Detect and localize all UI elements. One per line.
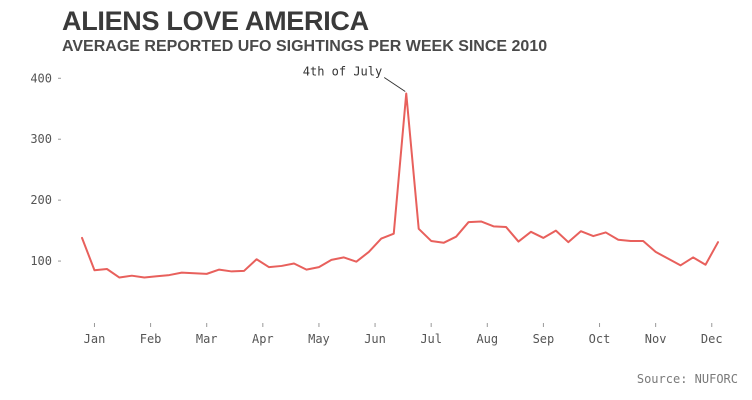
y-axis: 100 200 300 400 [30, 71, 61, 268]
data-point [355, 261, 357, 263]
data-point [81, 237, 83, 239]
data-point [131, 275, 133, 277]
data-point [156, 275, 158, 277]
data-point [592, 235, 594, 237]
y-tick-label: 400 [30, 71, 52, 85]
data-point [505, 226, 507, 228]
series-layer [81, 92, 719, 279]
data-point [480, 220, 482, 222]
data-point [405, 93, 407, 95]
data-point [293, 263, 295, 265]
data-point [642, 240, 644, 242]
data-point [542, 237, 544, 239]
data-point [330, 259, 332, 261]
data-point [493, 225, 495, 227]
data-point [380, 238, 382, 240]
data-point [430, 240, 432, 242]
data-point [343, 256, 345, 258]
data-point [168, 274, 170, 276]
data-point [305, 269, 307, 271]
data-point [580, 230, 582, 232]
annotation-layer: 4th of July [303, 65, 406, 92]
series-line [81, 92, 719, 279]
data-point [393, 233, 395, 235]
x-tick-label: May [308, 332, 330, 346]
x-tick-label: Nov [645, 332, 667, 346]
data-point [630, 240, 632, 242]
data-point [443, 242, 445, 244]
data-point [717, 241, 719, 243]
data-point [231, 270, 233, 272]
data-point [206, 273, 208, 275]
x-tick-label: Mar [196, 332, 218, 346]
x-tick-label: Jul [420, 332, 442, 346]
data-point [517, 241, 519, 243]
points-layer [81, 93, 719, 279]
data-point [268, 266, 270, 268]
x-tick-label: Apr [252, 332, 274, 346]
data-point [667, 258, 669, 260]
data-point [680, 264, 682, 266]
data-point [193, 272, 195, 274]
x-tick-label: Dec [701, 332, 723, 346]
data-point [256, 258, 258, 260]
chart-subtitle: AVERAGE REPORTED UFO SIGHTINGS PER WEEK … [62, 38, 548, 55]
y-tick-label: 200 [30, 193, 52, 207]
data-point [455, 236, 457, 238]
data-point [605, 231, 607, 233]
data-point [243, 270, 245, 272]
chart-title: ALIENS LOVE AMERICA [62, 6, 369, 36]
data-point [118, 277, 120, 279]
y-tick-label: 300 [30, 132, 52, 146]
data-point [218, 269, 220, 271]
data-point [617, 239, 619, 241]
source-note: Source: NUFORC [636, 372, 738, 386]
data-point [318, 266, 320, 268]
data-point [655, 251, 657, 253]
data-point [705, 264, 707, 266]
data-point [281, 265, 283, 267]
data-point [692, 256, 694, 258]
x-tick-label: Jan [84, 332, 106, 346]
data-point [468, 221, 470, 223]
annotation-leader-line [383, 77, 406, 92]
data-point [567, 241, 569, 243]
data-point [555, 230, 557, 232]
data-point [106, 268, 108, 270]
data-point [530, 231, 532, 233]
annotation-label: 4th of July [303, 65, 382, 79]
data-point [418, 228, 420, 230]
data-point [181, 272, 183, 274]
x-tick-label: Sep [533, 332, 555, 346]
data-point [93, 269, 95, 271]
x-tick-label: Jun [364, 332, 386, 346]
data-point [368, 251, 370, 253]
x-axis: Jan Feb Mar Apr May Jun Jul Aug Sep Oct Nov Dec [84, 323, 723, 346]
x-tick-label: Oct [589, 332, 611, 346]
data-point [143, 277, 145, 279]
y-tick-label: 100 [30, 254, 52, 268]
x-tick-label: Aug [476, 332, 498, 346]
x-tick-label: Feb [140, 332, 162, 346]
